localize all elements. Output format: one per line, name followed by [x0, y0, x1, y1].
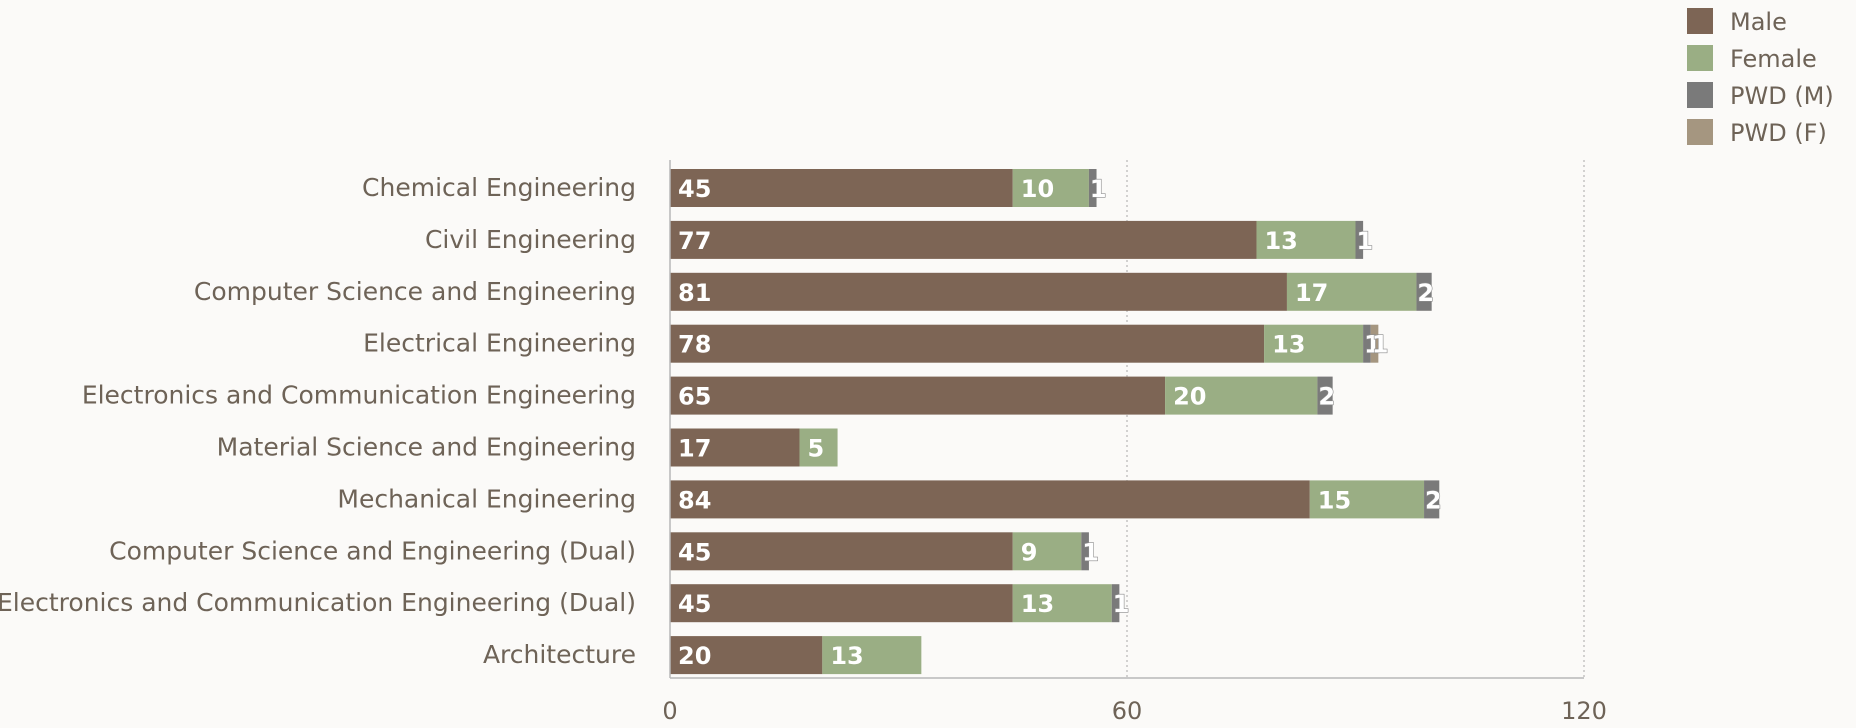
bar-segment-male [670, 324, 1265, 363]
legend-label: PWD (F) [1730, 119, 1827, 147]
data-label: 13 [1021, 590, 1054, 618]
bar-segment-pwd-m [1111, 584, 1120, 623]
category-label: Material Science and Engineering [217, 433, 636, 462]
bar-segment-male [670, 376, 1166, 415]
bar-segment-pwd-m [1081, 532, 1089, 571]
category-label: Chemical Engineering [362, 173, 636, 202]
category-label: Mechanical Engineering [337, 484, 636, 513]
data-label: 1 [1357, 227, 1374, 255]
data-label: 45 [678, 538, 711, 566]
data-label: 10 [1021, 175, 1054, 203]
legend-label: Female [1730, 45, 1817, 73]
bar-segment-male [670, 584, 1013, 623]
legend-swatch [1687, 82, 1713, 108]
bar-segment-female [822, 636, 922, 675]
axes: 0 60 120 [662, 160, 1607, 725]
category-label: Computer Science and Engineering (Dual) [109, 536, 636, 565]
bar-segment-female [1165, 376, 1318, 415]
data-label: 13 [830, 642, 863, 670]
bar-segment-female [1264, 324, 1364, 363]
bar-segment-female [1012, 532, 1082, 571]
bar-segment-male [670, 220, 1257, 259]
data-label: 45 [678, 590, 711, 618]
data-label: 1 [1113, 590, 1130, 618]
bar-segment-male [670, 532, 1013, 571]
x-tick-label: 60 [1112, 697, 1143, 725]
bar-segment-pwd-m [1088, 169, 1097, 207]
bar-segment-female [1309, 480, 1425, 519]
category-label: Civil Engineering [425, 225, 636, 254]
data-label: 77 [678, 227, 711, 255]
data-label: 20 [1173, 383, 1206, 411]
legend-swatch [1687, 119, 1713, 145]
bar-segment-male [670, 480, 1310, 519]
legend-label: Male [1730, 8, 1787, 36]
bar-segment-male [670, 169, 1013, 207]
bar-segment-female [799, 428, 838, 467]
bar-segment-female [1012, 169, 1089, 207]
bar-segment-pwd-f [1370, 324, 1379, 363]
bar-segment-pwd-m [1416, 272, 1432, 311]
legend-swatch [1687, 8, 1713, 34]
data-label: 65 [678, 383, 711, 411]
data-label: 1 [1372, 331, 1389, 359]
bar-segment-pwd-m [1424, 480, 1440, 519]
bar-segment-pwd-m [1363, 324, 1371, 363]
data-label: 84 [678, 486, 711, 514]
category-label: Electronics and Communication Engineerin… [82, 381, 636, 410]
data-label: 81 [678, 279, 711, 307]
data-label: 17 [1295, 279, 1328, 307]
bar-segment-pwd-m [1355, 220, 1364, 259]
data-label: 17 [678, 435, 711, 463]
data-label: 2 [1417, 279, 1434, 307]
bar-segment-male [670, 636, 823, 675]
bar-segment-female [1256, 220, 1356, 259]
data-label: 78 [678, 331, 711, 359]
bars [670, 169, 1440, 675]
category-label: Electronics and Communication Engineerin… [0, 588, 636, 617]
legend-swatch [1687, 45, 1713, 71]
data-label: 2 [1425, 486, 1442, 514]
bar-segment-pwd-m [1317, 376, 1333, 415]
data-label: 5 [807, 435, 824, 463]
legend: Male Female PWD (M) PWD (F) [1687, 8, 1834, 147]
data-label: 9 [1021, 538, 1038, 566]
data-label: 2 [1318, 383, 1335, 411]
bar-segment-female [1286, 272, 1417, 311]
category-label: Architecture [483, 640, 636, 669]
data-label: 20 [678, 642, 711, 670]
labels: Chemical Engineering 45 10 1 Civil Engineeri… [0, 173, 1442, 670]
category-label: Electrical Engineering [363, 329, 636, 358]
bar-segment-male [670, 428, 800, 467]
data-label: 13 [1272, 331, 1305, 359]
data-label: 13 [1264, 227, 1297, 255]
category-label: Computer Science and Engineering [194, 277, 636, 306]
data-label: 45 [678, 175, 711, 203]
data-label: 1 [1082, 538, 1099, 566]
legend-label: PWD (M) [1730, 82, 1834, 110]
bar-segment-male [670, 272, 1287, 311]
x-tick-label: 0 [662, 697, 677, 725]
x-tick-label: 120 [1561, 697, 1607, 725]
data-label: 1 [1364, 331, 1381, 359]
data-label: 15 [1318, 486, 1351, 514]
bar-segment-female [1012, 584, 1112, 623]
data-label: 1 [1090, 175, 1107, 203]
